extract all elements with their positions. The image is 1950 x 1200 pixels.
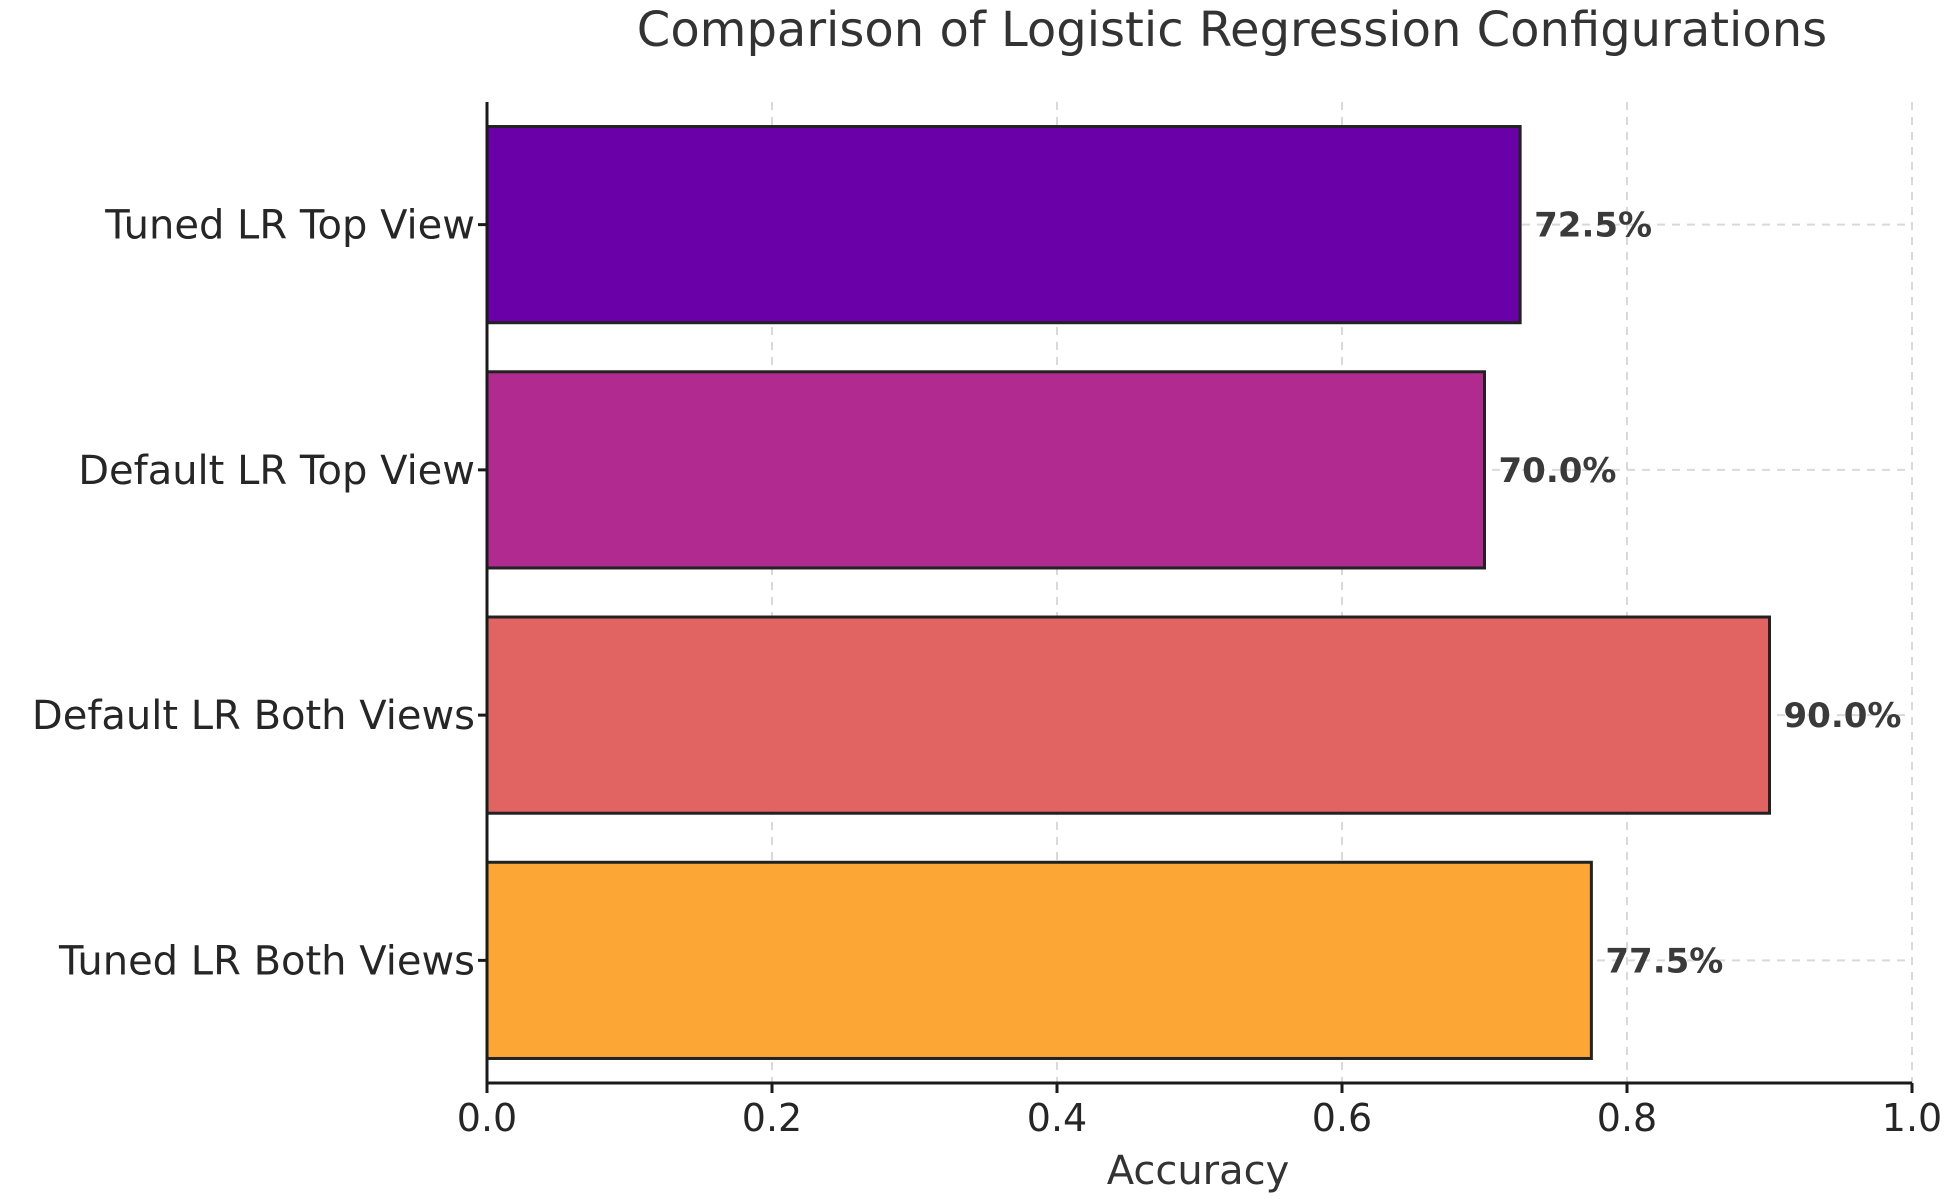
x-axis-label: Accuracy <box>1107 1148 1290 1194</box>
bar <box>485 125 1522 325</box>
category-label: Tuned LR Both Views <box>58 938 475 984</box>
bar <box>485 615 1771 815</box>
x-tick-label: 0.8 <box>1597 1096 1657 1140</box>
x-tick-label: 0.2 <box>742 1096 802 1140</box>
bar-value-label: 90.0% <box>1784 696 1902 736</box>
axis-layer: Tuned LR Top View Default LR Top View Defa… <box>32 102 1942 1140</box>
x-tick-label: 0.6 <box>1312 1096 1372 1140</box>
bar <box>485 370 1486 570</box>
category-label: Default LR Top View <box>78 448 475 494</box>
bar-value-label: 72.5% <box>1534 206 1652 246</box>
bar-layer: 72.5% 70.0% 90.0% 77.5% <box>485 125 1902 1060</box>
bar-value-label: 70.0% <box>1499 451 1617 491</box>
x-tick-label: 1.0 <box>1882 1096 1942 1140</box>
chart-title: Comparison of Logistic Regression Config… <box>637 2 1827 58</box>
x-tick-label: 0.4 <box>1027 1096 1087 1140</box>
x-tick-label: 0.0 <box>457 1096 517 1140</box>
bar-value-label: 77.5% <box>1605 941 1723 981</box>
bar <box>485 860 1593 1060</box>
category-label: Tuned LR Top View <box>104 203 475 249</box>
category-label: Default LR Both Views <box>32 693 475 739</box>
